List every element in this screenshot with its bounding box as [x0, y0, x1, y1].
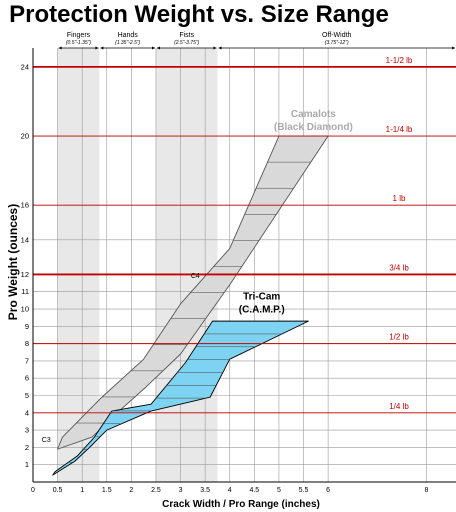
band-name: Off-Width: [322, 32, 352, 39]
y-tick-label: 14: [21, 235, 29, 244]
series-label: C4: [191, 273, 200, 280]
series-label: C3: [42, 437, 51, 444]
x-tick-label: 3.5: [200, 487, 210, 494]
reference-label: 1 lb: [393, 194, 406, 203]
x-tick-label: 1: [80, 487, 84, 494]
band-arrow-left: [156, 46, 160, 50]
y-tick-label: 8: [25, 339, 29, 348]
x-tick-label: 5.5: [299, 487, 309, 494]
x-tick-label: 6: [326, 487, 330, 494]
y-tick-label: 20: [21, 132, 29, 141]
x-axis-title: Crack Width / Pro Range (inches): [162, 499, 320, 510]
band-arrow-right: [95, 46, 99, 50]
y-tick-label: 16: [21, 201, 29, 210]
y-tick-label: 5: [25, 391, 29, 400]
x-tick-label: 4.5: [249, 487, 259, 494]
band-arrow-right: [452, 46, 455, 50]
band-arrow-left: [218, 46, 222, 50]
reference-label: 3/4 lb: [389, 263, 409, 272]
band-range: (3.75"-12"): [325, 40, 349, 46]
series-label: (Black Diamond): [274, 122, 353, 133]
y-tick-label: 1: [25, 460, 29, 469]
chart-title: Protection Weight vs. Size Range: [9, 1, 389, 28]
band-arrow-right: [151, 46, 155, 50]
y-tick-label: 6: [25, 374, 29, 383]
reference-label: 1/2 lb: [389, 333, 409, 342]
band-header: [33, 30, 456, 48]
band-arrow-left: [58, 46, 62, 50]
y-tick-label: 12: [21, 270, 29, 279]
x-tick-label: 0.5: [53, 487, 63, 494]
x-tick-label: 8: [425, 487, 429, 494]
y-tick-label: 24: [21, 62, 29, 71]
y-tick-label: 9: [25, 322, 29, 331]
plot-area: 1-1/2 lb 1-1/4 lb 1 lb 3/4 lb 1/2 lb 1/4 lb Ca…: [21, 30, 456, 494]
band-arrow-left: [100, 46, 104, 50]
band-range: (2.5"-3.75"): [174, 40, 200, 46]
band-range: (0.5"-1.35"): [66, 40, 92, 46]
band-name: Fists: [179, 32, 194, 39]
y-tick-label: 11: [21, 287, 29, 296]
series-label: (C.A.M.P.): [239, 304, 285, 315]
y-tick-label: 7: [25, 356, 29, 365]
y-tick-label: 10: [21, 305, 29, 314]
reference-label: 1/4 lb: [389, 402, 409, 411]
x-tick-label: 5: [277, 487, 281, 494]
size-band-shade: [155, 48, 218, 482]
y-axis-title: Pro Weight (ounces): [6, 204, 20, 320]
series-label: Tri-Cam: [243, 292, 280, 303]
band-range: (1.35"-2.5"): [115, 40, 141, 46]
reference-label: 1-1/2 lb: [386, 56, 413, 65]
x-tick-label: 2.5: [151, 487, 161, 494]
band-arrow-right: [213, 46, 217, 50]
y-tick-label: 4: [25, 408, 29, 417]
series-label: Camalots: [291, 109, 336, 120]
x-tick-label: 2: [129, 487, 133, 494]
y-tick-label: 3: [25, 426, 29, 435]
band-name: Hands: [118, 32, 139, 39]
y-tick-label: 2: [25, 443, 29, 452]
x-tick-label: 4: [228, 487, 232, 494]
reference-label: 1-1/4 lb: [386, 125, 413, 134]
x-tick-label: 1.5: [102, 487, 112, 494]
x-tick-label: 3: [179, 487, 183, 494]
x-tick-label: 0: [31, 487, 35, 494]
band-name: Fingers: [67, 32, 91, 39]
